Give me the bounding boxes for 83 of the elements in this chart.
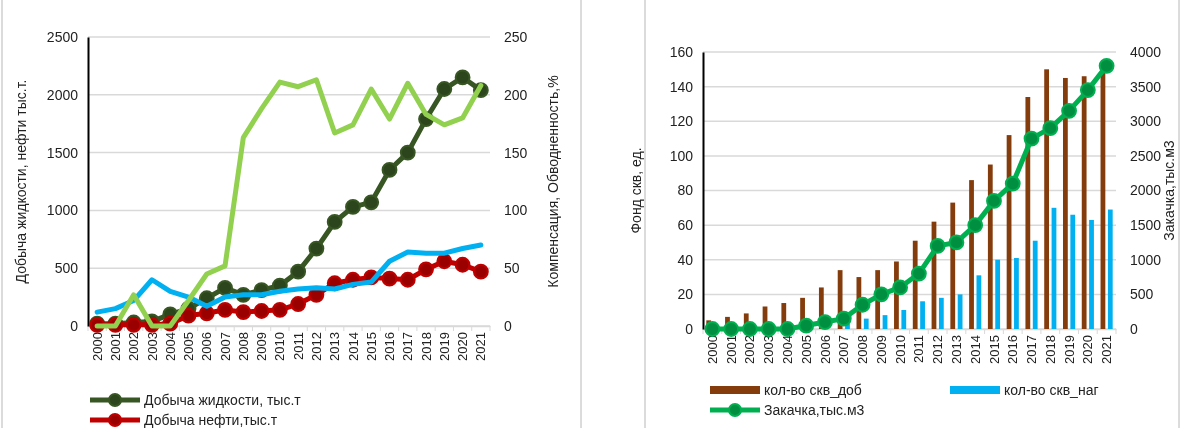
x-tick-label: 2018 [1042, 335, 1058, 364]
y-tick-label: 1000 [46, 202, 79, 219]
x-tick-label: 2008 [855, 335, 871, 364]
x-tick-label: 2017 [1024, 335, 1040, 364]
y-tick-label: 100 [669, 147, 694, 164]
x-tick-label: 2005 [798, 335, 814, 364]
x-tick-label: 2009 [873, 335, 889, 364]
x-tick-label: 2020 [455, 332, 471, 361]
x-tick-label: 2010 [272, 332, 288, 361]
y2-tick-label: 500 [1130, 286, 1154, 303]
x-tick-label: 2016 [1005, 335, 1021, 364]
legend-label: Закачка,тыс.м3 [764, 401, 865, 418]
y2-tick-label: 100 [504, 202, 528, 219]
x-tick-label: 2010 [892, 335, 908, 364]
x-tick-label: 2000 [89, 332, 105, 361]
y2-tick-label: 3500 [1130, 78, 1162, 95]
x-tick-label: 2008 [235, 332, 251, 361]
x-tick-label: 2014 [345, 332, 361, 361]
x-tick-label: 2011 [290, 332, 306, 360]
x-tick-label: 2006 [199, 332, 215, 361]
x-tick-label: 2013 [327, 332, 343, 361]
y2-axis-title: Закачка,тыс.м3 [1161, 140, 1177, 241]
y-tick-label: 120 [669, 113, 694, 130]
y2-tick-label: 200 [504, 86, 528, 103]
y2-tick-label: 0 [1130, 320, 1138, 337]
x-tick-label: 2021 [1099, 335, 1115, 364]
y2-tick-label: 1500 [1130, 217, 1162, 234]
x-tick-label: 2001 [723, 335, 739, 364]
y-tick-label: 2000 [46, 86, 79, 103]
x-tick-label: 2012 [930, 335, 946, 364]
legend-label: Добыча жидкости, тыс.т [144, 391, 302, 408]
x-tick-label: 2020 [1080, 335, 1096, 364]
x-tick-label: 2003 [144, 332, 160, 361]
y-tick-label: 60 [677, 217, 694, 234]
legend-label: кол-во скв_доб [764, 381, 862, 398]
y-tick-label: 160 [669, 43, 694, 60]
x-tick-label: 2002 [126, 332, 142, 361]
x-tick-label: 2018 [418, 332, 434, 361]
x-tick-label: 2015 [986, 335, 1002, 364]
legend-label: кол-во скв_наг [1004, 381, 1099, 398]
x-tick-label: 2007 [217, 332, 233, 361]
x-tick-label: 2005 [181, 332, 197, 361]
x-tick-label: 2003 [761, 335, 777, 364]
y-tick-label: 140 [669, 78, 694, 95]
x-tick-label: 2012 [308, 332, 324, 361]
y2-tick-label: 1000 [1130, 251, 1162, 268]
x-tick-label: 2007 [836, 335, 852, 364]
x-tick-label: 2014 [967, 335, 983, 364]
x-tick-label: 2000 [704, 335, 720, 364]
y2-tick-label: 4000 [1130, 43, 1162, 60]
y2-axis-title: Компенсация, Обводненность,% [545, 75, 561, 288]
y-tick-label: 0 [70, 317, 79, 334]
y2-tick-label: 2500 [1130, 147, 1162, 164]
x-tick-label: 2004 [780, 335, 796, 364]
x-tick-label: 2013 [948, 335, 964, 364]
x-tick-label: 2015 [363, 332, 379, 361]
x-tick-label: 2019 [436, 332, 452, 361]
x-tick-label: 2001 [107, 332, 123, 361]
legend-label: Добыча нефти,тыс.т [144, 411, 278, 428]
y-axis-title: Фонд скв, ед. [628, 147, 644, 234]
y2-tick-label: 150 [504, 144, 528, 161]
y-tick-label: 20 [677, 286, 694, 303]
y-tick-label: 80 [677, 182, 694, 199]
y2-tick-label: 250 [504, 28, 528, 45]
x-tick-label: 2011 [911, 335, 927, 363]
y2-tick-label: 50 [504, 260, 520, 277]
x-tick-label: 2021 [473, 332, 489, 361]
y-tick-label: 1500 [46, 144, 79, 161]
x-tick-label: 2009 [254, 332, 270, 361]
y-tick-label: 2500 [46, 28, 79, 45]
x-tick-label: 2019 [1061, 335, 1077, 364]
y-tick-label: 40 [677, 251, 694, 268]
y-tick-label: 0 [685, 320, 694, 337]
x-tick-label: 2004 [162, 332, 178, 361]
x-tick-label: 2002 [742, 335, 758, 364]
y-tick-label: 500 [54, 260, 79, 277]
y-axis-title: Добыча жидкости, нефти тыс.т. [13, 79, 29, 284]
y2-tick-label: 2000 [1130, 182, 1162, 199]
y2-tick-label: 3000 [1130, 113, 1162, 130]
x-tick-label: 2006 [817, 335, 833, 364]
x-tick-label: 2017 [400, 332, 416, 361]
x-tick-label: 2016 [382, 332, 398, 361]
y2-tick-label: 0 [504, 317, 512, 334]
